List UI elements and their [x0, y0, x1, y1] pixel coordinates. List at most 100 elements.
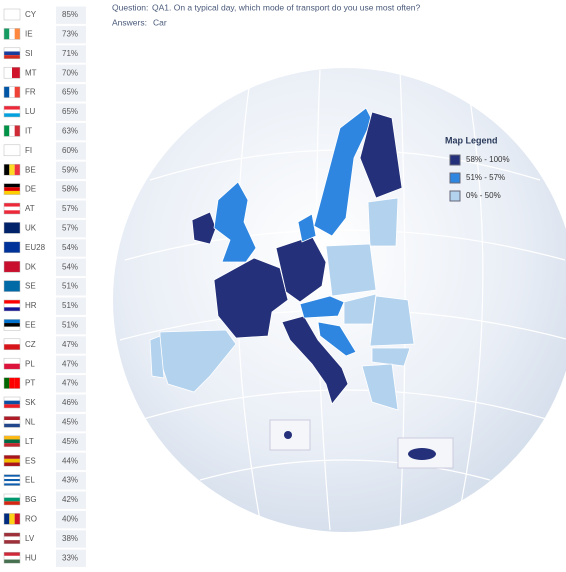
flag-border: [3, 47, 21, 60]
row-cell: [56, 103, 86, 121]
country-value: 47%: [62, 359, 78, 368]
flag: [3, 47, 21, 60]
flag-stripe: [4, 187, 20, 191]
flag-stripe: [4, 319, 20, 324]
question-label: Question:: [112, 2, 148, 12]
row-cell: [56, 25, 86, 44]
country-list: CY 85% IE 73% SI 71% MT 70% FR 65% LU 65% IT 63% FI 60%…: [3, 6, 86, 568]
flag-stripe: [14, 513, 20, 525]
uk: [213, 181, 257, 263]
flag-border: [3, 241, 21, 254]
country-value: 38%: [62, 534, 78, 543]
flag-stripe: [4, 144, 20, 156]
country-value: 46%: [62, 398, 78, 407]
flag-border: [3, 183, 21, 195]
row-cell: [56, 297, 86, 315]
flag-border: [3, 125, 21, 137]
answers-label: Answers:: [112, 17, 147, 27]
country-value: 33%: [62, 553, 78, 562]
country-code: BE: [25, 165, 36, 174]
flag-border: [3, 260, 21, 273]
flag: [3, 28, 21, 40]
flag-stripe: [4, 536, 20, 541]
flag-border: [3, 86, 21, 98]
legend-swatch: [449, 172, 461, 184]
flag-stripe: [4, 462, 20, 467]
flag-border: [3, 8, 21, 21]
flag-stripe: [4, 241, 20, 253]
country-value: 70%: [62, 68, 78, 77]
row-cell: [56, 530, 86, 548]
flag-stripe: [4, 326, 20, 331]
flag-stripe: [9, 86, 15, 98]
flag-stripe: [14, 28, 20, 40]
italy: [281, 315, 349, 405]
flag-stripe: [4, 164, 10, 176]
flag-stripe: [4, 86, 10, 98]
country-value: 51%: [62, 321, 78, 330]
flag: [3, 105, 21, 118]
flag-border: [3, 222, 21, 234]
flag-stripe: [4, 423, 20, 428]
legend-label: 51% - 57%: [466, 173, 505, 182]
flag-border: [3, 474, 21, 486]
flag-stripe: [4, 397, 20, 401]
country-value: 59%: [62, 165, 78, 174]
flag: [3, 260, 21, 273]
flag-border: [3, 28, 21, 40]
flag: [3, 280, 21, 292]
flag-stripe: [4, 261, 20, 273]
country-code: PL: [25, 359, 35, 368]
row-cell: [56, 161, 86, 180]
row-cell: [56, 336, 86, 354]
flag: [3, 299, 21, 312]
country-code: MT: [25, 68, 37, 77]
country-value: 47%: [62, 340, 78, 349]
countries: [149, 107, 415, 411]
flag-stripe: [4, 455, 20, 459]
flag-stripe: [4, 210, 20, 214]
country-value: 65%: [62, 107, 78, 116]
country-code: EL: [25, 476, 35, 485]
flag-border: [3, 144, 21, 157]
row-cell: [56, 142, 86, 160]
denmark: [297, 213, 317, 243]
legend-swatch: [449, 190, 461, 202]
flag-stripe: [9, 28, 15, 40]
scandinavia: [313, 107, 373, 237]
country-value: 43%: [62, 476, 78, 485]
flag-border: [3, 377, 21, 389]
portugal: [149, 335, 165, 379]
flag-border: [3, 105, 21, 118]
row-cell: [56, 549, 86, 568]
poland: [325, 243, 377, 297]
legend-label: 58% - 100%: [466, 155, 510, 164]
flag-stripe: [4, 363, 20, 370]
flag-stripe: [4, 458, 20, 463]
row-cell: [56, 278, 86, 296]
flag-stripe: [4, 109, 20, 114]
country-code: SE: [25, 282, 36, 291]
country-value: 85%: [62, 10, 78, 19]
flag-border: [3, 532, 21, 545]
flag-stripe: [4, 358, 20, 364]
flag-stripe: [4, 481, 20, 484]
country-code: IE: [25, 30, 33, 39]
country-code: UK: [25, 224, 37, 233]
row-cell: [56, 45, 86, 63]
flag-stripe: [4, 483, 20, 486]
flag: [3, 144, 21, 157]
row-cell: [56, 510, 86, 529]
flag-stripe: [4, 476, 20, 479]
flag-border: [3, 454, 21, 467]
country-code: EU28: [25, 243, 46, 252]
finland: [359, 111, 403, 199]
row-cell: [56, 181, 86, 199]
flag-border: [3, 493, 21, 506]
country-value: 51%: [62, 282, 78, 291]
flag-stripe: [4, 513, 10, 525]
flag: [3, 416, 21, 428]
flag-stripe: [4, 280, 20, 292]
flag-stripe: [9, 513, 15, 525]
flag-border: [3, 299, 21, 312]
